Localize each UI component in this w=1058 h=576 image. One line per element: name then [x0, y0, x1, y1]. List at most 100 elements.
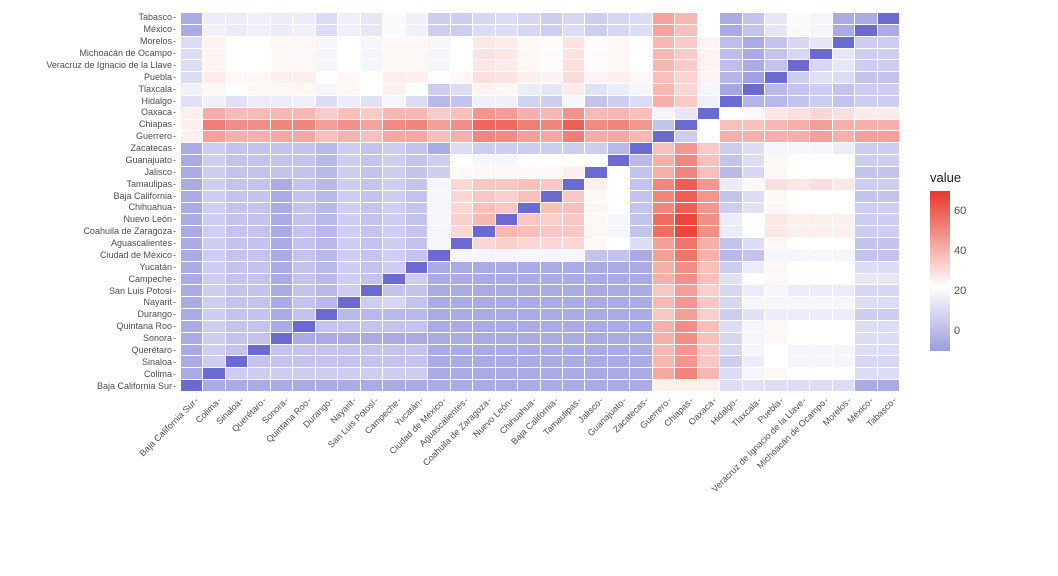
heatmap-cell: [270, 119, 292, 131]
heatmap-cell: [495, 13, 517, 25]
heatmap-cell: [225, 107, 247, 119]
heatmap-cell: [765, 380, 787, 392]
heatmap-cell: [855, 297, 877, 309]
y-axis-label: Nuevo León: [123, 215, 176, 224]
heatmap-cell: [495, 273, 517, 285]
heatmap-cell: [562, 72, 584, 84]
heatmap-cell: [270, 95, 292, 107]
y-axis-label: Durango: [137, 310, 176, 319]
heatmap-cell: [248, 13, 270, 25]
heatmap-cell: [585, 13, 607, 25]
heatmap-cell: [428, 380, 450, 392]
heatmap-cell: [630, 155, 652, 167]
heatmap-cell: [720, 119, 742, 131]
heatmap-cell: [203, 84, 225, 96]
heatmap-cell: [225, 72, 247, 84]
heatmap-cell: [360, 95, 382, 107]
heatmap-cell: [293, 238, 315, 250]
heatmap-cell: [855, 143, 877, 155]
heatmap-cell: [383, 309, 405, 321]
heatmap-cell: [765, 24, 787, 36]
heatmap-cell: [765, 36, 787, 48]
heatmap-cell: [585, 178, 607, 190]
heatmap-cell: [405, 214, 427, 226]
heatmap-cell: [540, 297, 562, 309]
heatmap-cell: [765, 320, 787, 332]
heatmap-cell: [585, 48, 607, 60]
heatmap-cell: [765, 119, 787, 131]
heatmap-cell: [405, 24, 427, 36]
heatmap-cell: [540, 72, 562, 84]
heatmap-cell: [338, 273, 360, 285]
heatmap-cell: [787, 36, 809, 48]
heatmap-cell: [473, 166, 495, 178]
heatmap-cell: [810, 190, 832, 202]
heatmap-cell: [473, 380, 495, 392]
heatmap-cell: [181, 285, 203, 297]
heatmap-cell: [315, 60, 337, 72]
heatmap-cell: [810, 285, 832, 297]
heatmap-cell: [495, 107, 517, 119]
heatmap-cell: [293, 297, 315, 309]
heatmap-cell: [473, 344, 495, 356]
heatmap-cell: [450, 13, 472, 25]
heatmap-cell: [562, 84, 584, 96]
heatmap-cell: [405, 166, 427, 178]
heatmap-cell: [450, 344, 472, 356]
y-axis-label: Yucatán: [139, 263, 176, 272]
heatmap-cell: [607, 309, 629, 321]
heatmap-cell: [810, 273, 832, 285]
heatmap-cell: [495, 285, 517, 297]
heatmap-cell: [338, 320, 360, 332]
heatmap-cell: [607, 285, 629, 297]
heatmap-cell: [495, 238, 517, 250]
heatmap-cell: [518, 332, 540, 344]
heatmap-cell: [338, 72, 360, 84]
heatmap-cell: [562, 13, 584, 25]
heatmap-cell: [360, 273, 382, 285]
heatmap-cell: [877, 131, 899, 143]
heatmap-cell: [450, 95, 472, 107]
heatmap-cell: [495, 297, 517, 309]
heatmap-cell: [562, 143, 584, 155]
heatmap-cell: [562, 155, 584, 167]
heatmap-cell: [675, 166, 697, 178]
heatmap-cell: [787, 24, 809, 36]
heatmap-cell: [450, 297, 472, 309]
heatmap-cell: [585, 60, 607, 72]
y-axis-label: Colima: [144, 370, 176, 379]
heatmap-cell: [607, 24, 629, 36]
heatmap-cell: [652, 285, 674, 297]
heatmap-cell: [248, 320, 270, 332]
heatmap-cell: [428, 344, 450, 356]
heatmap-cell: [293, 249, 315, 261]
heatmap-cell: [383, 344, 405, 356]
heatmap-cell: [787, 368, 809, 380]
heatmap-cell: [585, 297, 607, 309]
heatmap-cell: [518, 166, 540, 178]
heatmap-cell: [293, 119, 315, 131]
heatmap-cell: [518, 190, 540, 202]
heatmap-cell: [607, 84, 629, 96]
heatmap-cell: [810, 368, 832, 380]
heatmap-cell: [765, 72, 787, 84]
heatmap-cell: [383, 297, 405, 309]
heatmap-cell: [562, 60, 584, 72]
heatmap-cell: [765, 131, 787, 143]
heatmap-cell: [338, 155, 360, 167]
heatmap-cell: [742, 214, 764, 226]
y-axis-label: Nayarit: [143, 298, 176, 307]
heatmap-cell: [518, 155, 540, 167]
y-axis-label: Michoacán de Ocampo: [79, 49, 176, 58]
heatmap-cell: [315, 36, 337, 48]
heatmap-cell: [405, 13, 427, 25]
heatmap-cell: [607, 95, 629, 107]
heatmap-cell: [338, 60, 360, 72]
heatmap-cell: [540, 202, 562, 214]
y-axis-label: Zacatecas: [130, 144, 176, 153]
heatmap-cell: [315, 214, 337, 226]
heatmap-cell: [203, 36, 225, 48]
heatmap-cell: [315, 344, 337, 356]
heatmap-cell: [270, 60, 292, 72]
heatmap-cell: [540, 380, 562, 392]
